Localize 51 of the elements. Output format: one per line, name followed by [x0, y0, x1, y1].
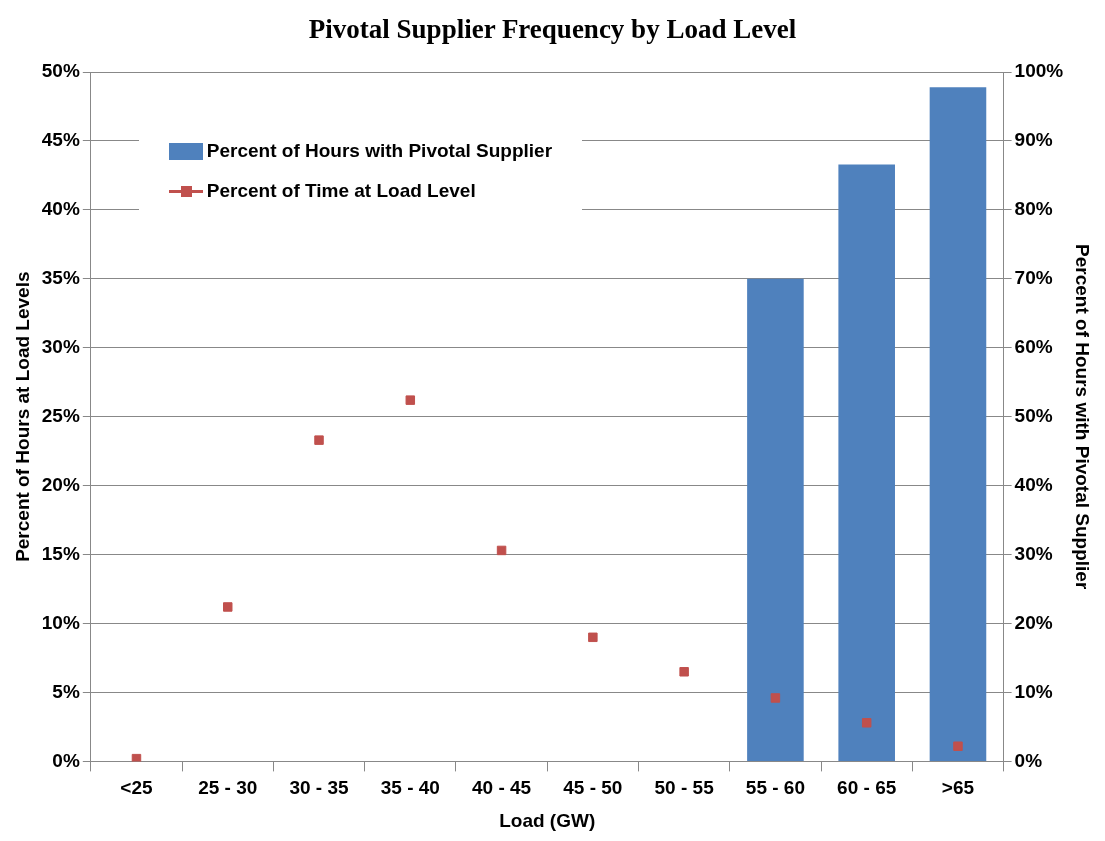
y-tick-label: 35%	[41, 267, 80, 289]
point	[861, 718, 872, 728]
point	[953, 741, 963, 751]
x-tick-label: 35 - 40	[380, 777, 440, 799]
y-axis-title: Percent of Hours at Load Levels	[11, 271, 33, 562]
x-tick-label: 55 - 60	[745, 777, 805, 799]
y2-tick-label: 80%	[1014, 198, 1053, 220]
legend-label: Percent of Hours with Pivotal Supplier	[206, 140, 553, 162]
point	[588, 632, 598, 643]
y-tick-label: 45%	[41, 129, 80, 151]
point	[679, 667, 689, 677]
y-tick-label: 40%	[41, 198, 80, 220]
y2-tick-label: 50%	[1014, 404, 1053, 426]
y-tick-label: 15%	[41, 542, 80, 564]
y-tick-label: 0%	[52, 749, 80, 771]
y-tick-label: 25%	[41, 404, 80, 426]
x-tick-label: 60 - 65	[837, 777, 897, 799]
y2-tick-label: 10%	[1014, 680, 1053, 702]
y-tick-label: 5%	[52, 680, 80, 702]
bar	[929, 87, 987, 761]
chart-title: Pivotal Supplier Frequency by Load Level	[307, 13, 798, 46]
y2-axis-title: Percent of Hours with Pivotal Supplier	[1072, 244, 1094, 590]
y2-tick-label: 0%	[1014, 749, 1043, 771]
x-tick-label: 25 - 30	[198, 777, 258, 799]
y-tick-label: 10%	[41, 611, 80, 633]
y2-tick-label: 90%	[1014, 129, 1053, 151]
y2-tick-label: 20%	[1014, 611, 1053, 633]
y2-tick-label: 40%	[1014, 473, 1053, 495]
bar	[747, 278, 804, 761]
y2-tick-label: 70%	[1014, 267, 1053, 289]
point	[314, 435, 324, 445]
x-tick-label: 40 - 45	[472, 777, 532, 799]
legend-label: Percent of Time at Load Level	[206, 180, 476, 202]
y2-tick-label: 100%	[1014, 60, 1064, 82]
x-tick-label: 45 - 50	[563, 777, 623, 799]
point	[496, 545, 507, 556]
y2-tick-label: 30%	[1014, 542, 1053, 564]
point	[770, 693, 781, 703]
x-tick-label: 30 - 35	[289, 777, 350, 799]
x-tick-label: 50 - 55	[654, 777, 715, 799]
x-axis-title: Load (GW)	[499, 809, 596, 831]
point	[405, 395, 416, 405]
y-tick-label: 30%	[41, 335, 80, 357]
y-tick-label: 20%	[41, 473, 80, 495]
point	[131, 753, 142, 762]
x-tick-label: >65	[941, 777, 975, 799]
y2-tick-label: 60%	[1014, 335, 1053, 357]
bar	[838, 164, 895, 761]
y-tick-label: 50%	[41, 60, 80, 82]
point	[223, 602, 233, 612]
x-tick-label: <25	[120, 777, 154, 799]
